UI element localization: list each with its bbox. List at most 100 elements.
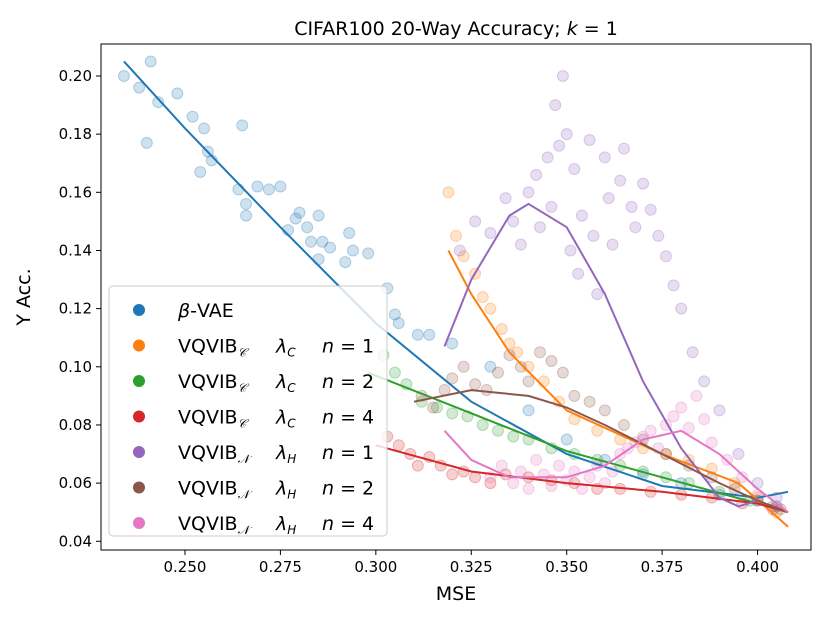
data-point — [583, 471, 596, 484]
data-point — [152, 96, 165, 109]
data-point — [144, 55, 157, 68]
legend-marker — [133, 375, 145, 387]
x-tick-label: 0.400 — [736, 558, 779, 576]
data-point — [427, 401, 440, 414]
data-point — [533, 346, 546, 359]
data-point — [541, 151, 554, 164]
data-point — [686, 346, 699, 359]
data-point — [457, 250, 470, 263]
data-point — [469, 471, 482, 484]
data-point — [480, 384, 493, 397]
data-point — [442, 186, 455, 199]
legend-marker — [133, 339, 145, 352]
chart-title: CIFAR100 20-Way Accuracy; k = 1 — [294, 18, 618, 40]
data-point — [675, 401, 688, 414]
data-point — [450, 229, 462, 242]
y-tick-label: 0.04 — [59, 532, 92, 550]
legend-entry: VQVIB𝒩 λH n = 4 — [133, 513, 374, 537]
data-point — [675, 302, 688, 315]
data-point — [545, 354, 558, 367]
chart-title-prefix: CIFAR100 20-Way Accuracy; — [294, 18, 567, 40]
legend-n: n = 4 — [322, 513, 374, 535]
data-point — [511, 346, 524, 359]
data-point — [171, 87, 184, 100]
data-point — [251, 180, 264, 193]
data-point — [625, 200, 638, 213]
data-point — [301, 221, 314, 234]
legend-label: VQVIB𝒩 — [178, 478, 253, 502]
y-tick-label: 0.08 — [59, 416, 92, 434]
data-point — [553, 459, 566, 472]
data-point — [232, 183, 245, 196]
data-point — [186, 110, 199, 123]
legend-lambda: λC — [275, 336, 296, 360]
legend-lambda: λC — [275, 407, 296, 431]
fit-line-series-4 — [443, 202, 789, 514]
data-point — [514, 465, 527, 478]
data-point — [682, 421, 695, 434]
data-point — [598, 404, 611, 417]
data-point — [564, 244, 577, 257]
data-point — [644, 424, 657, 437]
data-point — [469, 215, 482, 228]
data-point — [423, 328, 436, 341]
data-point — [614, 174, 627, 187]
y-tick-label: 0.06 — [59, 474, 92, 492]
data-point — [133, 81, 146, 94]
chart-title-var: k — [567, 18, 579, 40]
data-point — [446, 337, 459, 350]
data-point — [556, 366, 569, 379]
data-point — [446, 407, 459, 420]
legend-marker — [133, 446, 145, 458]
data-point — [530, 168, 543, 181]
fit-line-series-5 — [413, 389, 789, 514]
data-point — [606, 238, 619, 251]
data-point — [667, 279, 680, 292]
legend-marker — [133, 410, 145, 423]
legend-label: β-VAE — [177, 300, 234, 322]
y-tick-label: 0.16 — [59, 183, 92, 201]
legend-n: n = 2 — [322, 371, 374, 393]
data-point — [629, 221, 642, 234]
data-point — [392, 317, 405, 330]
data-point — [560, 433, 573, 446]
data-point — [522, 186, 535, 199]
data-point — [362, 247, 375, 260]
data-point — [617, 142, 630, 155]
data-point — [392, 439, 405, 452]
data-point — [575, 482, 588, 495]
data-point — [637, 177, 650, 190]
data-point — [411, 328, 424, 341]
legend-label: VQVIB𝒩 — [178, 442, 253, 466]
data-point — [522, 482, 535, 495]
data-point — [388, 308, 401, 321]
data-point — [240, 197, 253, 210]
y-tick-label: 0.18 — [59, 125, 92, 143]
data-point — [312, 209, 325, 222]
data-point — [274, 180, 287, 193]
data-point — [751, 477, 764, 490]
plot-lines — [123, 60, 789, 528]
x-tick-label: 0.375 — [641, 558, 684, 576]
data-point — [545, 200, 558, 213]
data-point — [446, 468, 459, 481]
data-point — [495, 322, 508, 335]
data-point — [698, 413, 711, 426]
data-point — [698, 375, 711, 388]
data-point — [476, 291, 489, 303]
data-point — [705, 436, 718, 449]
data-point — [476, 418, 489, 431]
data-point — [430, 401, 443, 414]
data-point — [484, 227, 497, 240]
data-point — [553, 139, 566, 152]
data-point — [732, 448, 745, 461]
data-point — [507, 215, 520, 228]
x-tick-label: 0.325 — [450, 558, 493, 576]
legend-label: VQVIB𝒩 — [178, 513, 253, 537]
data-point — [499, 192, 512, 205]
data-point — [453, 244, 466, 257]
data-point — [289, 212, 302, 225]
data-point — [572, 267, 585, 280]
data-point — [556, 69, 569, 82]
y-tick-label: 0.14 — [59, 241, 92, 259]
